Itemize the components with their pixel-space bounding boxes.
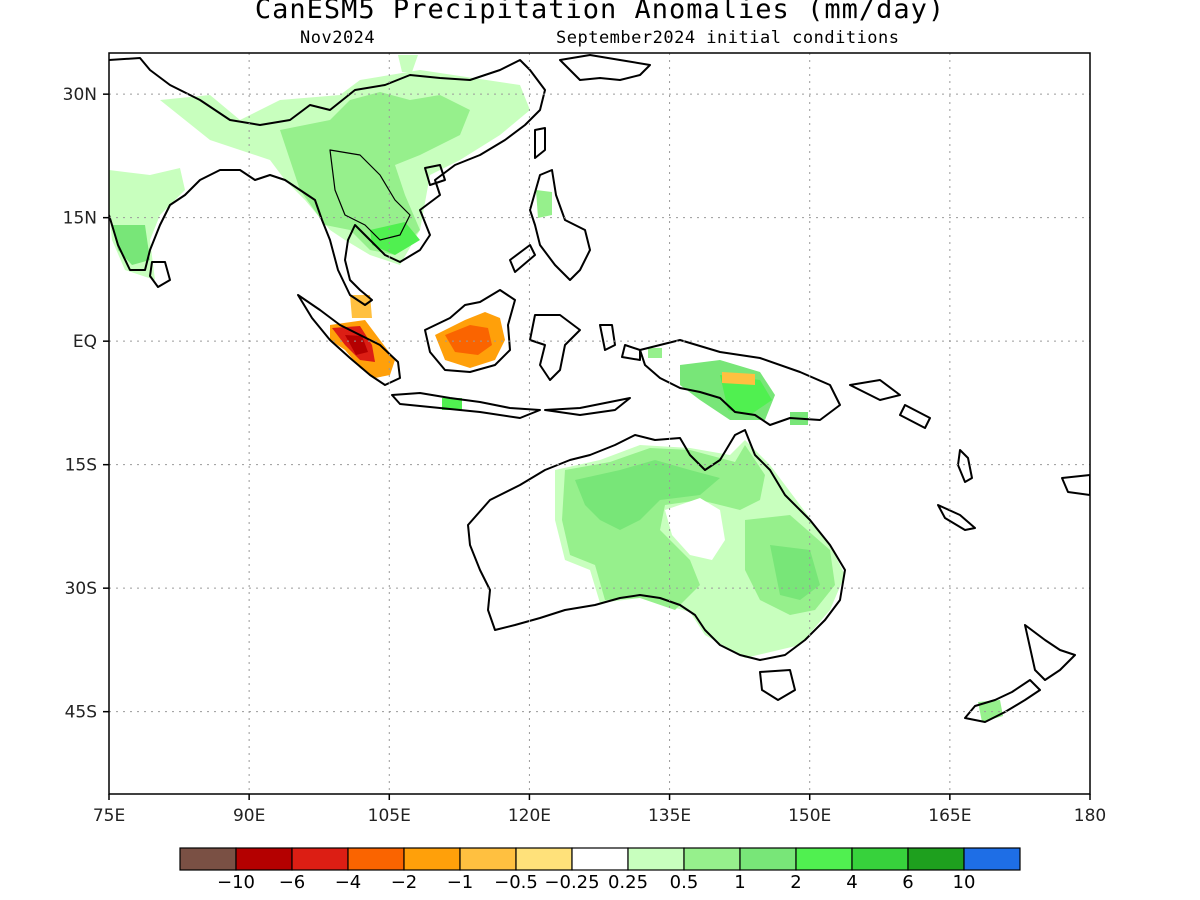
new-caledonia-coastline (937, 504, 976, 531)
colorbar-swatch (963, 847, 1021, 871)
colorbar-swatch (795, 847, 853, 871)
colorbar-label: 10 (953, 872, 976, 893)
anomaly-region-java (442, 398, 462, 410)
lat-tick-label: 15S (65, 456, 97, 476)
new-zealand-south-coastline (964, 679, 1041, 723)
java-coastline (391, 392, 541, 419)
colorbar-swatch (683, 847, 741, 871)
anomaly-region-new-guinea-dry (722, 372, 755, 385)
fiji-coastline (1061, 474, 1090, 496)
longitude-axis: 75E 90E 105E 120E 135E 150E 165E 180 (93, 794, 1106, 826)
lon-tick-label: 165E (928, 806, 971, 826)
lon-tick-label: 150E (788, 806, 831, 826)
asia-coastline (109, 57, 546, 306)
lon-tick-label: 120E (508, 806, 551, 826)
lat-tick-label: 30N (63, 85, 97, 105)
lat-tick-label: 15N (63, 209, 97, 229)
hainan-coastline (424, 164, 446, 186)
colorbar-label: −2 (391, 872, 418, 893)
latitude-axis: 30N 15N EQ 15S 30S 45S (63, 85, 109, 723)
colorbar-label: −4 (335, 872, 362, 893)
anomaly-region-borneo-core (445, 325, 492, 355)
colorbar-label: 6 (902, 872, 913, 893)
colorbar-label: 0.25 (608, 872, 648, 893)
colorbar-swatch (851, 847, 909, 871)
anomaly-region-philippines (536, 190, 552, 218)
colorbar-swatch (403, 847, 461, 871)
anomaly-region-sumatra-extreme (345, 335, 368, 355)
borneo-coastline (424, 289, 516, 373)
grid (109, 53, 1090, 794)
colorbar-swatch (179, 847, 237, 871)
anomaly-fields (109, 55, 1003, 722)
japan-coastline (559, 54, 651, 81)
philippines-coastline (529, 169, 591, 281)
tasmania-coastline (759, 669, 796, 701)
colorbar-label: 1 (734, 872, 745, 893)
map-frame (108, 52, 1091, 795)
map-area (109, 53, 1090, 794)
chart-title: CanESM5 Precipitation Anomalies (mm/day) (254, 0, 946, 25)
sumatra-coastline (297, 294, 401, 386)
colorbar-swatch (347, 847, 405, 871)
anomaly-region-timor (648, 348, 662, 358)
anomaly-region-se-asia-mid (280, 92, 470, 255)
coastlines (109, 54, 1090, 723)
lon-tick-label: 180 (1074, 806, 1106, 826)
forecast-month: Nov2024 (300, 28, 376, 48)
sri-lanka-coastline (149, 261, 171, 288)
lon-tick-label: 135E (648, 806, 691, 826)
colorbar-swatch (291, 847, 349, 871)
colorbar-swatch (235, 847, 293, 871)
lon-tick-label: 90E (233, 806, 265, 826)
australia-coastline (467, 429, 846, 661)
new-zealand-north-coastline (1024, 624, 1076, 681)
anomaly-region-tibet (398, 55, 418, 72)
initial-conditions: September2024 initial conditions (556, 28, 900, 48)
lat-tick-label: 30S (65, 579, 97, 599)
lon-tick-label: 105E (368, 806, 411, 826)
anomaly-region-new-guinea-core (720, 375, 772, 415)
new-guinea-coastline (639, 339, 841, 426)
taiwan-coastline (534, 127, 546, 159)
lat-tick-label: EQ (73, 332, 97, 352)
anomaly-region-australia-east-core (770, 545, 820, 600)
colorbar-swatch (627, 847, 685, 871)
palawan-coastline (509, 244, 536, 273)
colorbar-label: −0.25 (544, 872, 599, 893)
colorbar-swatch (459, 847, 517, 871)
colorbar-label: −10 (217, 872, 255, 893)
vanuatu-coastline (957, 449, 973, 483)
anomaly-region-australia-dry-white (665, 498, 725, 560)
anomaly-region-malaya (350, 295, 372, 318)
indochina-border (329, 149, 411, 241)
colorbar-label: −0.5 (494, 872, 538, 893)
colorbar-swatch (739, 847, 797, 871)
colorbar-label: 0.5 (670, 872, 699, 893)
anomaly-region-india-inner (112, 225, 150, 265)
colorbar-label: −1 (447, 872, 474, 893)
colorbar-swatch (907, 847, 965, 871)
bismarck-coastline (849, 379, 931, 429)
anomaly-region-se-asia-core (370, 222, 420, 255)
colorbar-legend: −10 −6 −4 −2 −1 −0.5 −0.25 0.25 0.5 1 2 4 6 10 (179, 847, 1021, 893)
colorbar-label: 2 (790, 872, 801, 893)
lon-tick-label: 75E (93, 806, 125, 826)
colorbar-swatch (515, 847, 573, 871)
colorbar-swatch (571, 847, 629, 871)
anomaly-region-australia-core (575, 460, 720, 530)
colorbar-label: 4 (846, 872, 857, 893)
maluku-coastline (599, 324, 641, 361)
sulawesi-coastline (529, 314, 581, 381)
lesser-sunda-coastline (544, 397, 631, 416)
lat-tick-label: 45S (65, 703, 97, 723)
colorbar-label: −6 (279, 872, 306, 893)
